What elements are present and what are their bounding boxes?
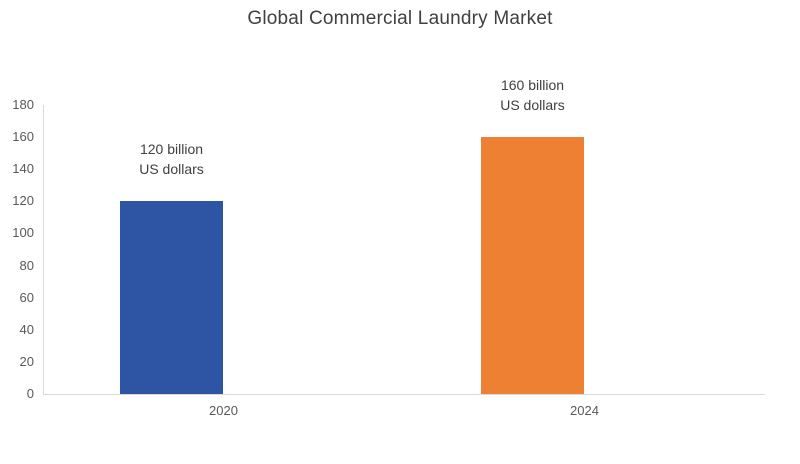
x-axis-label: 2024 <box>570 403 599 418</box>
y-tick-label: 0 <box>26 386 34 401</box>
y-tick-label: 180 <box>12 97 34 112</box>
y-tick-label: 40 <box>19 321 34 337</box>
y-tick-label: 80 <box>19 257 34 273</box>
chart-title: Global Commercial Laundry Market <box>247 8 553 29</box>
x-axis-line <box>43 394 765 395</box>
bar-data-label: 160 billion US dollars <box>500 77 565 114</box>
bar-data-label: 120 billion US dollars <box>139 141 204 178</box>
y-tick-label: 100 <box>12 225 34 241</box>
y-tick-label: 60 <box>19 289 34 305</box>
y-tick-label: 140 <box>12 161 34 177</box>
bar-2020 <box>120 201 223 394</box>
y-tick-label: 120 <box>12 193 34 209</box>
y-axis-line <box>43 105 44 394</box>
y-tick-label: 20 <box>19 353 34 369</box>
y-tick-label: 160 <box>12 129 34 145</box>
x-axis-label: 2020 <box>209 403 238 418</box>
bar-2024 <box>481 137 584 394</box>
